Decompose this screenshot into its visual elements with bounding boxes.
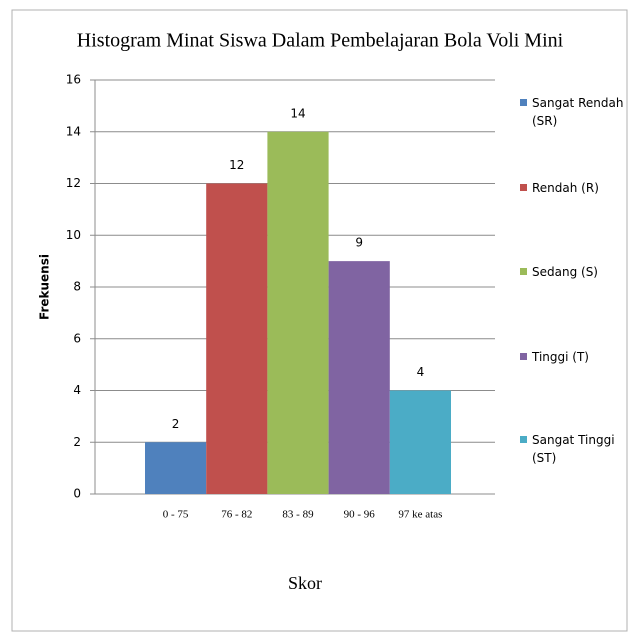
legend-item: Sedang (S) — [520, 263, 630, 281]
legend-swatch — [520, 99, 527, 106]
y-tick-label: 6 — [73, 331, 81, 345]
y-tick-label: 10 — [66, 228, 81, 242]
legend-item: Tinggi (T) — [520, 348, 630, 366]
legend-label: Tinggi (T) — [532, 350, 589, 364]
bar — [328, 261, 390, 494]
y-tick-label: 2 — [73, 435, 81, 449]
y-tick-label: 16 — [66, 73, 81, 87]
legend-label: Sangat Tinggi (ST) — [532, 433, 615, 465]
bar — [389, 390, 451, 494]
data-label: 14 — [290, 106, 305, 120]
chart-title: Histogram Minat Siswa Dalam Pembelajaran… — [77, 30, 564, 52]
bar — [206, 183, 268, 494]
legend-swatch — [520, 353, 527, 360]
legend-label: Rendah (R) — [532, 181, 599, 195]
y-tick-label: 4 — [73, 383, 81, 397]
y-axis-label: Frekuensi — [38, 254, 52, 320]
data-label: 12 — [229, 158, 244, 172]
legend-item: Sangat Tinggi (ST) — [520, 431, 630, 467]
bar — [145, 442, 207, 494]
legend-swatch — [520, 268, 527, 275]
legend-swatch — [520, 436, 527, 443]
x-tick-label: 83 - 89 — [282, 509, 314, 521]
y-tick-label: 8 — [73, 280, 81, 294]
legend-swatch — [520, 184, 527, 191]
x-tick-label: 76 - 82 — [221, 509, 252, 521]
y-tick-label: 14 — [66, 124, 81, 138]
x-tick-label: 90 - 96 — [344, 509, 376, 521]
legend-label: Sedang (S) — [532, 265, 598, 279]
x-tick-label: 0 - 75 — [163, 509, 189, 521]
data-label: 4 — [417, 365, 425, 379]
data-label: 2 — [172, 417, 180, 431]
y-tick-label: 0 — [73, 487, 81, 501]
x-axis-label: Skor — [288, 573, 322, 593]
bar — [267, 131, 329, 494]
legend-item: Sangat Rendah (SR) — [520, 94, 630, 130]
x-tick-label: 97 ke atas — [398, 509, 442, 521]
legend-label: Sangat Rendah (SR) — [532, 96, 624, 128]
legend-item: Rendah (R) — [520, 179, 630, 197]
data-label: 9 — [355, 236, 363, 250]
y-tick-label: 12 — [66, 176, 81, 190]
